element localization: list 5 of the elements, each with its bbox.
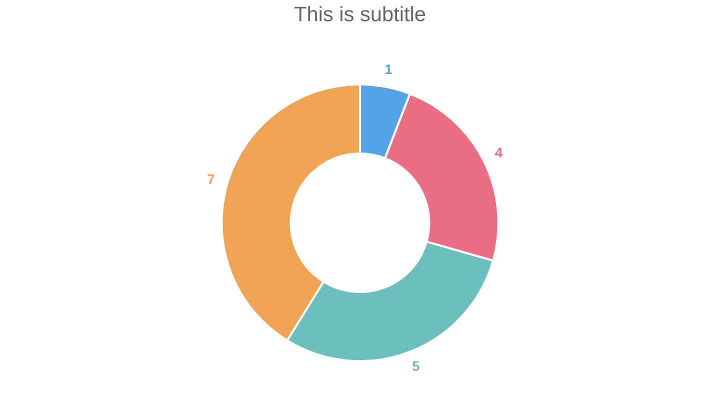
- chart-subtitle: This is subtitle: [294, 6, 426, 22]
- data-label: 4: [495, 148, 503, 158]
- data-label: 1: [385, 64, 392, 74]
- data-label: 5: [412, 361, 420, 371]
- data-label: 7: [208, 174, 214, 184]
